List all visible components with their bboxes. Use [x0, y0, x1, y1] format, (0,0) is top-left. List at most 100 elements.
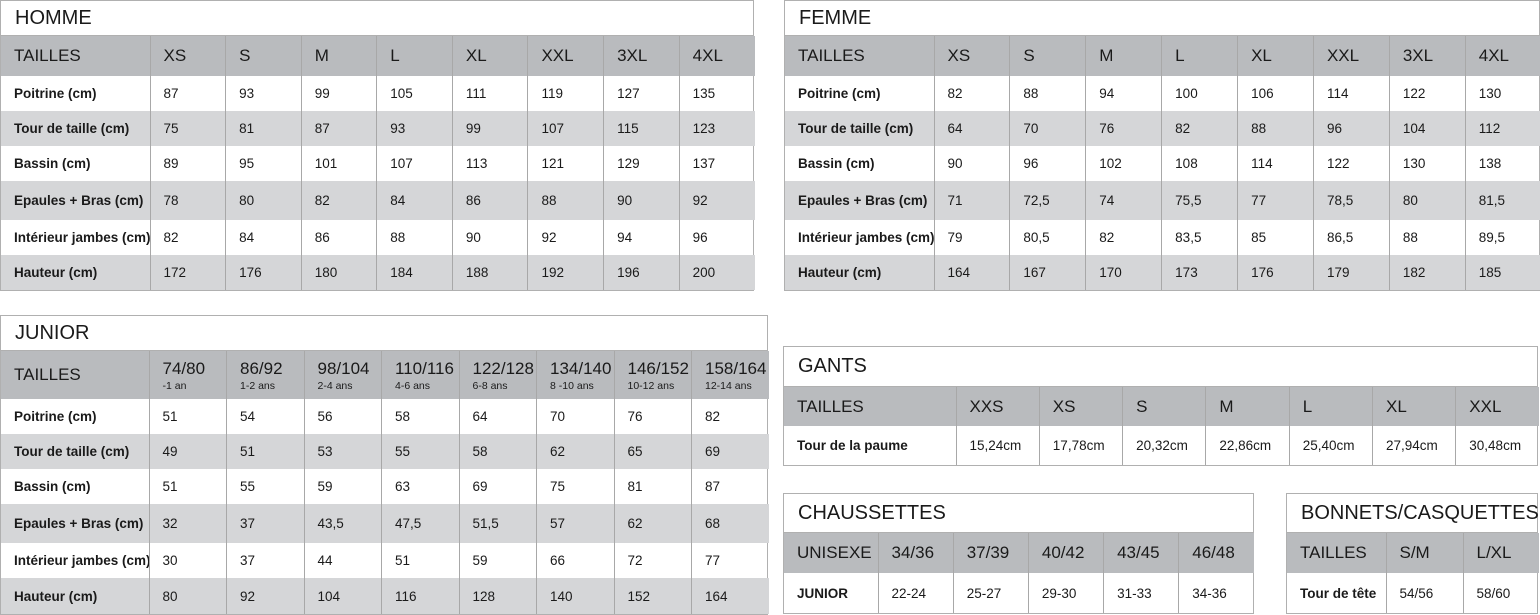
header-row: TAILLES XS S M L XL XXL 3XL 4XL [1, 36, 755, 76]
age-label: 10-12 ans [627, 379, 675, 392]
data-row: JUNIOR 22-24 25-27 29-30 31-33 34-36 [784, 573, 1254, 613]
header-cell: S [1122, 387, 1206, 426]
size-table: TAILLES XS S M L XL XXL 3XL 4XL Poitrine (cm) 82 88… [785, 36, 1540, 290]
data-row: Poitrine (cm) 87 93 99 105 111 119 127 135 [1, 76, 755, 111]
value-cell: 92 [226, 578, 304, 614]
value-cell: 15,24cm [955, 426, 1040, 465]
header-cell: XXL [1312, 36, 1390, 76]
value-cell: 71 [933, 181, 1010, 220]
header-cell: 110/116 4-6 ans [381, 351, 459, 399]
header-cell: 3XL [1388, 36, 1466, 76]
value-cell: 114 [1312, 76, 1390, 111]
header-cell: S [225, 36, 302, 76]
header-cell: TAILLES [1287, 533, 1386, 573]
value-cell: 94 [1085, 76, 1162, 111]
value-cell: 105 [376, 76, 453, 111]
header-cell: XS [933, 36, 1010, 76]
header-cell: XXS [955, 387, 1040, 426]
value-cell: 88 [527, 181, 604, 220]
table-title: HOMME [1, 1, 753, 36]
value-cell: 112 [1464, 111, 1540, 146]
value-cell: 179 [1312, 255, 1390, 290]
value-cell: 17,78cm [1038, 426, 1123, 465]
data-row: Intérieur jambes (cm) 30 37 44 51 59 66 72 77 [1, 543, 769, 578]
size-table: UNISEXE 34/36 37/39 40/42 43/45 46/48 JUNIOR 22… [784, 533, 1254, 613]
value-cell: 92 [527, 220, 604, 255]
value-cell: 90 [603, 181, 680, 220]
value-cell: 44 [303, 543, 382, 578]
value-cell: 192 [527, 255, 604, 290]
value-cell: 82 [1085, 220, 1162, 255]
value-cell: 99 [451, 111, 528, 146]
value-cell: 31-33 [1103, 573, 1179, 613]
value-cell: 74 [1085, 181, 1162, 220]
data-row: Hauteur (cm) 164 167 170 173 176 179 182 185 [785, 255, 1540, 290]
header-cell: 40/42 [1027, 533, 1104, 573]
header-row: UNISEXE 34/36 37/39 40/42 43/45 46/48 [784, 533, 1254, 573]
value-cell: 104 [1388, 111, 1466, 146]
value-cell: 51 [381, 543, 459, 578]
value-cell: 119 [527, 76, 604, 111]
size-label: 146/152 [627, 358, 689, 378]
row-label: Hauteur (cm) [785, 255, 934, 290]
value-cell: 96 [1009, 146, 1086, 181]
value-cell: 81,5 [1464, 181, 1540, 220]
value-cell: 58/60 [1462, 573, 1539, 613]
value-cell: 84 [376, 181, 453, 220]
value-cell: 54/56 [1385, 573, 1463, 613]
header-row: TAILLES XS S M L XL XXL 3XL 4XL [785, 36, 1540, 76]
row-label: Intérieur jambes (cm) [798, 230, 934, 245]
value-cell: 34-36 [1178, 573, 1254, 613]
value-cell: 182 [1388, 255, 1466, 290]
row-label: JUNIOR [797, 585, 849, 601]
size-table: TAILLES XXS XS S M L XL XXL Tour de la paume 15,2… [784, 387, 1540, 465]
value-cell: 37 [226, 504, 304, 543]
value-cell: 53 [303, 434, 382, 469]
value-cell: 66 [536, 543, 614, 578]
row-label: Tour de taille (cm) [1, 434, 149, 469]
header-cell: L/XL [1462, 533, 1539, 573]
value-cell: 54 [226, 399, 304, 434]
value-cell: 65 [613, 434, 692, 469]
value-cell: 76 [613, 399, 692, 434]
row-label: Epaules + Bras (cm) [785, 181, 934, 220]
size-table: TAILLES XS S M L XL XXL 3XL 4XL Poitrine (cm) 87 93… [1, 36, 755, 290]
value-cell: 93 [376, 111, 453, 146]
size-label: 110/116 [395, 358, 454, 378]
row-label: Intérieur jambes (cm) [14, 230, 150, 245]
header-cell: 46/48 [1178, 533, 1254, 573]
row-label: Poitrine (cm) [14, 86, 97, 101]
value-cell: 87 [149, 76, 226, 111]
value-cell: 77 [1237, 181, 1314, 220]
value-cell: 62 [536, 434, 614, 469]
value-cell: 89 [149, 146, 226, 181]
data-row: Intérieur jambes (cm) 79 80,5 82 83,5 85 86,5 8… [785, 220, 1540, 255]
value-cell: 64 [458, 399, 537, 434]
bonnets-table-block: BONNETS/CASQUETTES TAILLES S/M L/XL Tour de … [1286, 493, 1539, 614]
value-cell: 90 [933, 146, 1010, 181]
value-cell: 86 [300, 220, 377, 255]
header-cell: 4XL [1464, 36, 1540, 76]
age-label: -1 an [162, 379, 187, 392]
data-row: Tour de taille (cm) 64 70 76 82 88 96 104 112 [785, 111, 1540, 146]
value-cell: 107 [376, 146, 453, 181]
value-cell: 80,5 [1009, 220, 1086, 255]
header-row: TAILLES 74/80 -1 an 86/92 1-2 ans 98/104 2-4 a… [1, 351, 769, 399]
value-cell: 106 [1237, 76, 1314, 111]
table-title: CHAUSSETTES [784, 494, 1253, 533]
value-cell: 102 [1085, 146, 1162, 181]
value-cell: 172 [149, 255, 226, 290]
value-cell: 88 [1009, 76, 1086, 111]
chaussettes-table-block: CHAUSSETTES UNISEXE 34/36 37/39 40/42 43/45 46… [783, 493, 1254, 614]
row-label: Bassin (cm) [14, 479, 91, 494]
age-label: 1-2 ans [240, 379, 276, 392]
value-cell: 49 [148, 434, 227, 469]
value-cell: 107 [527, 111, 604, 146]
value-cell: 85 [1237, 220, 1314, 255]
row-label: Intérieur jambes (cm) [14, 553, 149, 568]
value-cell: 56 [303, 399, 382, 434]
size-label: 134/140 [550, 358, 612, 378]
value-cell: 80 [225, 181, 302, 220]
value-cell: 113 [451, 146, 528, 181]
value-cell: 96 [1312, 111, 1390, 146]
